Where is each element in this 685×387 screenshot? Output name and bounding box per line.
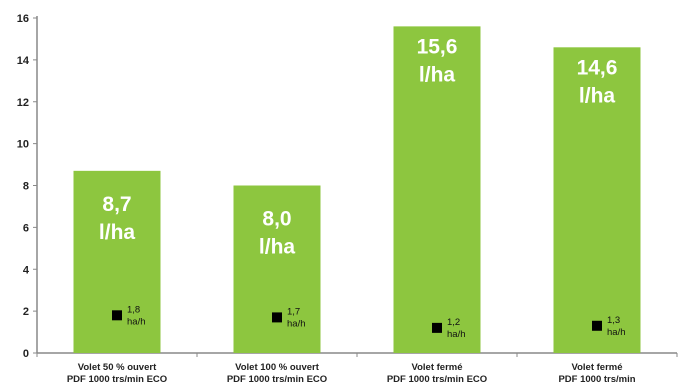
bar: [393, 26, 481, 353]
bar-data-label: 14,6 l/ha: [577, 56, 618, 107]
bar: [553, 47, 641, 353]
y-tick-label: 12: [17, 97, 29, 109]
y-tick-label: 8: [23, 181, 29, 193]
y-tick-label: 2: [23, 306, 29, 318]
y-tick-label: 4: [23, 264, 30, 276]
point-data-label: 1,7 ha/h: [287, 306, 306, 329]
bar: [233, 185, 321, 353]
y-tick-label: 0: [23, 348, 29, 360]
y-tick-label: 10: [17, 139, 29, 151]
bar-data-label: 8,7 l/ha: [99, 193, 135, 244]
y-tick-label: 6: [23, 222, 29, 234]
y-tick-label: 16: [17, 13, 29, 25]
y-tick-label: 14: [17, 55, 30, 67]
markers-layer: 1,8 ha/h 1,7 ha/h 1,2 ha/h 1,3 ha/h: [112, 304, 626, 340]
bar: [73, 170, 161, 353]
point-marker: [432, 322, 442, 333]
bars-layer: 8,7 l/ha 8,0 l/ha 15,6 l/ha 14,6 l/ha: [73, 26, 641, 353]
point-marker: [592, 320, 602, 331]
point-marker: [112, 310, 122, 321]
category-labels: Volet 50 % ouvert PDF 1000 trs/min ECO Vol…: [67, 362, 636, 385]
point-marker: [272, 312, 282, 323]
x-category-label: Volet 50 % ouvert PDF 1000 trs/min ECO: [67, 362, 167, 385]
bar-data-label: 15,6 l/ha: [417, 35, 458, 86]
point-data-label: 1,3 ha/h: [607, 315, 626, 338]
x-category-label: Volet 100 % ouvert PDF 1000 trs/min ECO: [227, 362, 327, 385]
x-category-label: Volet fermé PDF 1000 trs/min: [558, 362, 635, 385]
point-data-label: 1,8 ha/h: [127, 304, 146, 327]
x-category-label: Volet fermé PDF 1000 trs/min ECO: [387, 362, 487, 385]
bar-data-label: 8,0 l/ha: [259, 208, 295, 259]
point-data-label: 1,2 ha/h: [447, 317, 466, 340]
